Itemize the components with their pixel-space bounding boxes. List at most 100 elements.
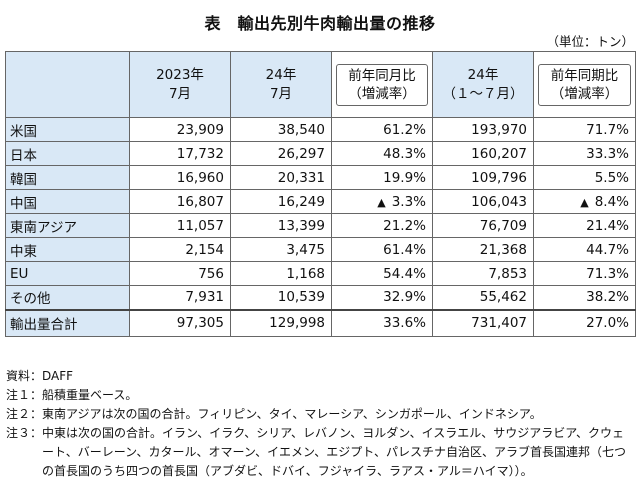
cell-yoy-period: 21.4%	[533, 213, 636, 238]
cell-yoy-period-value: 8.4%	[594, 193, 629, 210]
beef-export-table: 2023年 7月 24年 7月 前年同月比 （増減率） 24年 （１～７月） 前…	[5, 51, 636, 337]
cell-2024-ytd: 106,043	[432, 189, 534, 214]
cell-2024-ytd: 7,853	[432, 261, 534, 286]
row-label: 中国	[5, 189, 130, 214]
cell-2023-jul: 2,154	[129, 237, 231, 262]
cell-2024-ytd: 109,796	[432, 165, 534, 190]
cell-2024-jul: 1,168	[230, 261, 332, 286]
header-2023-jul: 2023年 7月	[129, 51, 231, 118]
note-text: 船積重量ベース。	[42, 388, 138, 402]
note-label: 資料：	[6, 369, 43, 383]
cell-yoy-period: 71.3%	[533, 261, 636, 286]
header-row: 2023年 7月 24年 7月 前年同月比 （増減率） 24年 （１～７月） 前…	[5, 51, 636, 118]
total-2024-ytd: 731,407	[432, 309, 534, 337]
total-label: 輸出量合計	[5, 309, 130, 337]
cell-2024-jul: 16,249	[230, 189, 332, 214]
note-text: 中東は次の国の合計。イラン、イラク、シリア、レバノン、ヨルダン、イスラエル、サウ…	[42, 426, 627, 478]
cell-yoy-month: 54.4%	[331, 261, 433, 286]
cell-yoy-period: 33.3%	[533, 141, 636, 166]
cell-yoy-period-value: 71.7%	[586, 121, 629, 138]
cell-yoy-period-value: 21.4%	[586, 217, 629, 234]
total-2023-jul: 97,305	[129, 309, 231, 337]
note-3: 注３： 中東は次の国の合計。イラン、イラク、シリア、レバノン、ヨルダン、イスラエ…	[6, 424, 634, 481]
row-label: EU	[5, 261, 130, 286]
note-2: 注２： 東南アジアは次の国の合計。フィリピン、タイ、マレーシア、シンガポール、イ…	[6, 405, 634, 424]
cell-2023-jul: 17,732	[129, 141, 231, 166]
cell-yoy-month-value: 21.2%	[383, 217, 426, 234]
cell-yoy-period-value: 5.5%	[594, 169, 629, 186]
note-1: 注１： 船積重量ベース。	[6, 386, 634, 405]
header-corner	[5, 51, 130, 118]
total-yoy-month: 33.6%	[331, 309, 433, 337]
cell-2024-jul: 3,475	[230, 237, 332, 262]
cell-2024-ytd: 160,207	[432, 141, 534, 166]
note-label: 注１：	[6, 388, 43, 402]
cell-yoy-month-value: 61.4%	[383, 241, 426, 258]
cell-2024-ytd: 193,970	[432, 117, 534, 142]
total-yoy-period: 27.0%	[533, 309, 636, 337]
row-label: 韓国	[5, 165, 130, 190]
row-label: 米国	[5, 117, 130, 142]
header-yoy-period-line2: （増減率）	[550, 85, 619, 102]
cell-yoy-period-value: 44.7%	[586, 241, 629, 258]
header-2023-jul-line1: 2023年	[156, 66, 204, 83]
cell-yoy-month-value: 48.3%	[383, 145, 426, 162]
header-2024-ytd-line2: （１～７月）	[442, 85, 524, 102]
cell-yoy-period-value: 38.2%	[586, 289, 629, 306]
total-row: 輸出量合計 97,305 129,998 33.6% 731,407 27.0%	[5, 309, 636, 337]
cell-2024-jul: 20,331	[230, 165, 332, 190]
cell-yoy-month: 21.2%	[331, 213, 433, 238]
cell-2023-jul: 7,931	[129, 285, 231, 310]
header-2024-jul: 24年 7月	[230, 51, 332, 118]
cell-2024-jul: 38,540	[230, 117, 332, 142]
header-2023-jul-line2: 7月	[168, 85, 192, 102]
cell-yoy-month-value: 54.4%	[383, 265, 426, 282]
table-row: 東南アジア 11,057 13,399 21.2% 76,709 21.4%	[5, 213, 636, 238]
total-2024-jul: 129,998	[230, 309, 332, 337]
unit-label: （単位：トン）	[546, 34, 634, 49]
table-row: その他 7,931 10,539 32.9% 55,462 38.2%	[5, 285, 636, 310]
cell-yoy-month: 61.2%	[331, 117, 433, 142]
cell-2024-jul: 10,539	[230, 285, 332, 310]
note-label: 注２：	[6, 407, 43, 421]
row-label: 東南アジア	[5, 213, 130, 238]
cell-2024-ytd: 55,462	[432, 285, 534, 310]
cell-yoy-month: ▲ 3.3%	[331, 189, 433, 214]
footnotes: 資料： DAFF 注１： 船積重量ベース。 注２： 東南アジアは次の国の合計。フ…	[6, 367, 634, 481]
cell-yoy-period: 44.7%	[533, 237, 636, 262]
table-row: 韓国 16,960 20,331 19.9% 109,796 5.5%	[5, 165, 636, 190]
cell-yoy-month-value: 32.9%	[383, 289, 426, 306]
cell-yoy-month: 19.9%	[331, 165, 433, 190]
row-label: 日本	[5, 141, 130, 166]
cell-yoy-period: ▲ 8.4%	[533, 189, 636, 214]
cell-2023-jul: 16,807	[129, 189, 231, 214]
note-text: DAFF	[42, 369, 74, 383]
cell-2024-ytd: 21,368	[432, 237, 534, 262]
note-label: 注３：	[6, 426, 43, 440]
header-yoy-period-line1: 前年同期比	[550, 67, 619, 84]
cell-yoy-period-value: 33.3%	[586, 145, 629, 162]
cell-yoy-month-value: 61.2%	[383, 121, 426, 138]
row-label: その他	[5, 285, 130, 310]
header-2024-ytd: 24年 （１～７月）	[432, 51, 534, 118]
cell-yoy-month: 48.3%	[331, 141, 433, 166]
header-2024-jul-line1: 24年	[265, 66, 297, 83]
cell-2024-jul: 26,297	[230, 141, 332, 166]
table-title: 表 輸出先別牛肉輸出量の推移	[204, 14, 436, 33]
table-row: EU 756 1,168 54.4% 7,853 71.3%	[5, 261, 636, 286]
cell-2024-jul: 13,399	[230, 213, 332, 238]
cell-yoy-period-value: 71.3%	[586, 265, 629, 282]
table-row: 中東 2,154 3,475 61.4% 21,368 44.7%	[5, 237, 636, 262]
row-label: 中東	[5, 237, 130, 262]
source-note: 資料： DAFF	[6, 367, 634, 386]
table-row: 米国 23,909 38,540 61.2% 193,970 71.7%	[5, 117, 636, 142]
cell-yoy-month-value: 3.3%	[391, 193, 426, 210]
cell-2023-jul: 16,960	[129, 165, 231, 190]
header-2024-ytd-line1: 24年	[467, 66, 499, 83]
header-2024-jul-line2: 7月	[269, 85, 293, 102]
cell-yoy-period: 38.2%	[533, 285, 636, 310]
note-text: 東南アジアは次の国の合計。フィリピン、タイ、マレーシア、シンガポール、インドネシ…	[42, 407, 542, 421]
cell-yoy-month: 32.9%	[331, 285, 433, 310]
header-yoy-month-line1: 前年同月比	[348, 67, 416, 84]
cell-2024-ytd: 76,709	[432, 213, 534, 238]
